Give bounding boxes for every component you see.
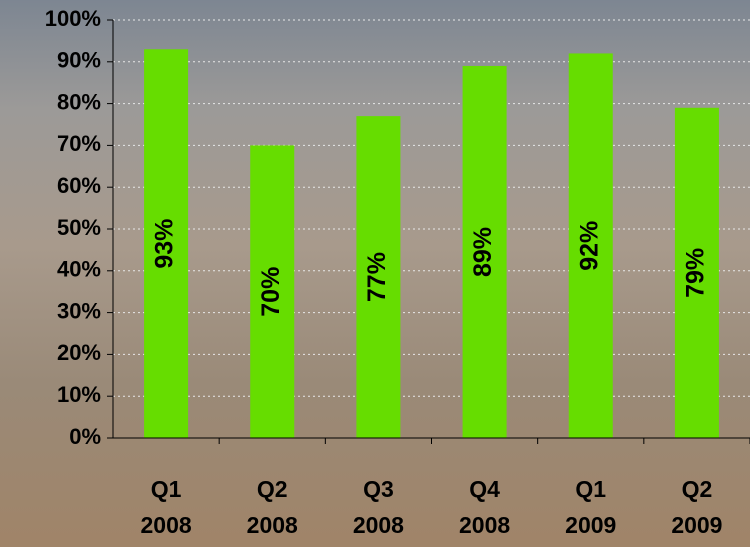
value-label: 79% — [682, 248, 710, 298]
value-label: 93% — [151, 219, 179, 269]
x-tick-label: Q4 2008 — [445, 471, 525, 543]
x-tick-label: Q1 2008 — [126, 471, 206, 543]
value-label: 77% — [363, 252, 391, 302]
y-tick-label: 90% — [57, 48, 101, 73]
x-tick-label: Q2 2009 — [657, 471, 737, 543]
y-tick-label: 100% — [45, 6, 101, 31]
y-tick-label: 40% — [57, 257, 101, 282]
y-tick-label: 50% — [57, 215, 101, 240]
y-tick-label: 20% — [57, 340, 101, 365]
x-tick-label: Q3 2008 — [338, 471, 418, 543]
value-label: 92% — [575, 221, 603, 271]
slide: 0% 10% 20% 30% 40% 50% 60% 70% 80% 90% 100% 93% 70% 7… — [0, 0, 750, 547]
y-tick-label: 10% — [57, 382, 101, 407]
chart: 0% 10% 20% 30% 40% 50% 60% 70% 80% 90% 100% 93% 70% 7… — [0, 0, 750, 547]
x-tick-label: Q1 2009 — [551, 471, 631, 543]
y-tick-label: 60% — [57, 173, 101, 198]
x-tick-label: Q2 2008 — [232, 471, 312, 543]
value-label: 70% — [257, 267, 285, 317]
y-tick-label: 80% — [57, 89, 101, 114]
y-tick-label: 0% — [69, 424, 101, 449]
y-tick-label: 30% — [57, 298, 101, 323]
y-tick-label: 70% — [57, 131, 101, 156]
value-label: 89% — [469, 227, 497, 277]
